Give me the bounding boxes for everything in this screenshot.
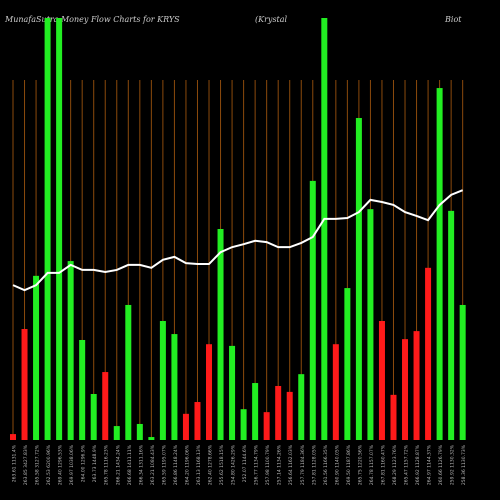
bar <box>448 210 455 440</box>
x-tick-label: 269.40 1296.53% <box>58 444 64 485</box>
x-tick-label: 269.97 1038.06% <box>69 444 75 485</box>
x-tick-label: 264.20 1196.06% <box>184 444 190 485</box>
bar <box>378 320 385 440</box>
bar <box>79 339 86 440</box>
bar <box>240 409 247 440</box>
bar <box>125 304 132 440</box>
x-tick-label: 263.73 1448.9% <box>92 444 98 482</box>
x-tick-label: 262.40 1278.66% <box>208 444 214 485</box>
x-tick-label: 252.07 1144.6% <box>242 444 248 482</box>
bar <box>33 275 40 440</box>
x-tick-label: 264.97 1144.37% <box>427 444 433 485</box>
x-tick-label: 264.00 1296.9% <box>81 444 87 482</box>
bar <box>217 229 224 440</box>
x-tick-label: 266.21 1434.24% <box>115 444 121 485</box>
x-tick-label: 266.92 1128.87% <box>415 444 421 485</box>
bar <box>298 374 305 440</box>
x-tick-label: 263.13 1168.13% <box>196 444 202 485</box>
bar <box>286 391 293 440</box>
chart-title: MunafaSutra Money Flow Charts for KRYS <box>4 15 180 24</box>
x-tick-label: 254.80 1426.29% <box>231 444 237 485</box>
x-tick-label: 266.86 1148.24% <box>173 444 179 485</box>
x-tick-label: 260.66 1126.79% <box>438 444 444 485</box>
x-tick-label: 255.62 1518.15% <box>219 444 225 485</box>
x-tick-label: 265.75 1220.56% <box>357 444 363 485</box>
bar <box>182 413 189 440</box>
bar <box>21 329 28 440</box>
x-tick-label: 266.68 1411.11% <box>127 444 133 485</box>
bar <box>148 437 155 440</box>
x-tick-label: 256.77 1134.79% <box>254 444 260 485</box>
x-tick-label: 256.64 1162.03% <box>288 444 294 485</box>
x-tick-label: 260.90 1140.05% <box>334 444 340 485</box>
bar <box>102 372 109 440</box>
bar <box>67 261 74 440</box>
x-tick-label: 258.36 1130.73% <box>461 444 467 485</box>
x-tick-label: 263.85 3427.83% <box>23 444 29 485</box>
x-tick-label: 263.21 1084.43% <box>150 444 156 485</box>
bar <box>355 118 362 440</box>
bar <box>459 304 466 440</box>
bar <box>275 385 282 440</box>
x-tick-label: 257.81 1128.05% <box>311 444 317 485</box>
bar <box>159 320 166 440</box>
x-tick-label: 268.29 1123.76% <box>392 444 398 485</box>
bar <box>194 402 201 440</box>
bar <box>136 423 143 440</box>
bar <box>90 394 97 440</box>
bar <box>171 334 178 440</box>
x-tick-label: 263.61 1131.4% <box>12 444 18 482</box>
chart-subtitle: Biot <box>444 15 462 24</box>
x-tick-label: 265.47 1157.72% <box>404 444 410 485</box>
x-tick-label: 262.53 6200.96% <box>46 444 52 485</box>
x-tick-label: 266.34 1311.16% <box>138 444 144 485</box>
bar <box>206 344 213 440</box>
x-tick-label: 257.79 1184.36% <box>300 444 306 485</box>
x-tick-label: 259.92 1130.32% <box>450 444 456 485</box>
bar <box>367 209 374 440</box>
x-tick-label: 264.78 1157.07% <box>369 444 375 485</box>
bar <box>344 288 351 440</box>
x-tick-label: 261.56 1166.35% <box>323 444 329 485</box>
bar <box>309 180 316 440</box>
bar <box>425 267 432 440</box>
bar <box>263 412 270 440</box>
x-tick-label: 265.78 1116.23% <box>104 444 110 485</box>
bar <box>321 18 328 440</box>
x-tick-label: 265.58 3127.72% <box>35 444 41 485</box>
x-tick-label: 257.98 1100.79% <box>265 444 271 485</box>
bar <box>10 434 16 440</box>
bar <box>56 18 63 440</box>
x-tick-label: 265.59 1195.07% <box>161 444 167 485</box>
bar <box>402 339 409 440</box>
bar <box>436 88 443 440</box>
bar <box>113 426 120 440</box>
bar <box>390 394 397 440</box>
bar <box>44 18 51 440</box>
chart-subtitle: (Krystal <box>255 15 288 24</box>
bar <box>252 383 259 440</box>
x-tick-label: 267.81 1160.47% <box>380 444 386 485</box>
bar <box>332 344 339 440</box>
x-tick-label: 269.50 1187.86% <box>346 444 352 485</box>
bar <box>413 331 420 440</box>
bar <box>229 345 236 440</box>
x-tick-label: 257.14 1134.26% <box>277 444 283 485</box>
price-line <box>12 189 464 292</box>
